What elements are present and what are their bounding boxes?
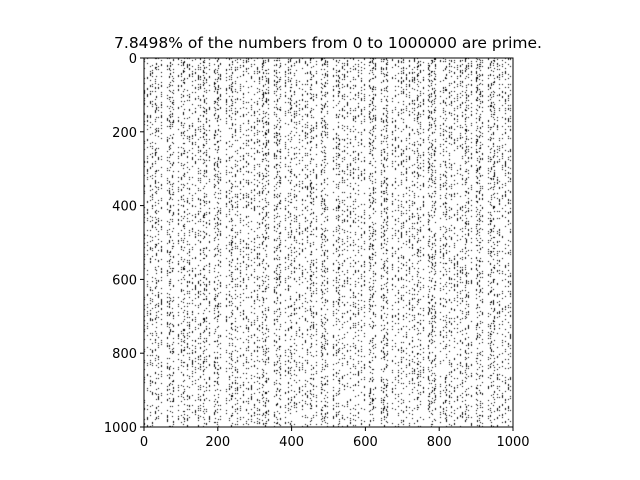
y-tick-label: 1000	[104, 421, 137, 436]
axes-frame	[143, 57, 514, 428]
prime-matrix-image	[144, 58, 513, 427]
x-tick-label: 400	[279, 435, 304, 450]
y-tick-label: 800	[112, 347, 137, 362]
prime-pixel-layer	[144, 58, 513, 427]
x-axis: 0 200 400 600 800 1000	[140, 427, 530, 450]
x-tick-label: 1000	[496, 435, 529, 450]
x-tick-label: 200	[205, 435, 230, 450]
y-tick-label: 600	[112, 273, 137, 288]
chart-title: 7.8498% of the numbers from 0 to 1000000…	[114, 34, 542, 52]
x-tick-label: 800	[427, 435, 452, 450]
x-tick-label: 0	[140, 435, 148, 450]
y-tick-label: 200	[112, 126, 137, 141]
y-tick-label: 0	[129, 52, 137, 67]
x-tick-label: 600	[353, 435, 378, 450]
y-tick-label: 400	[112, 200, 137, 215]
y-axis: 0 200 400 600 800 1000	[104, 52, 144, 436]
